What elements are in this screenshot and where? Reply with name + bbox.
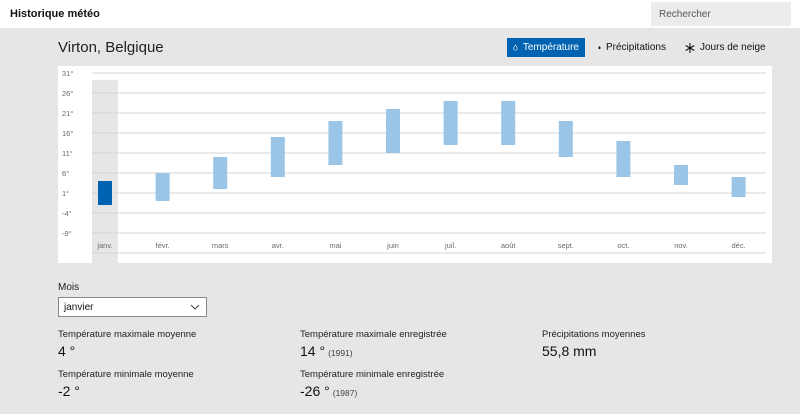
temperature-range-bar [155, 173, 170, 201]
x-tick-label: juil. [444, 241, 456, 250]
stat-value: 14 ° [300, 343, 326, 359]
tab-label: Précipitations [605, 42, 666, 53]
stat-record-min: Température minimale enregistrée -26 ° (1… [300, 369, 444, 399]
tab-label: Température [522, 42, 579, 53]
x-tick-label: nov. [674, 241, 688, 250]
x-tick-label: oct. [617, 241, 629, 250]
chart-svg: 31° 26° 21° 16° 11° 6° 1° -4° -9° janv. févr. mars a… [62, 69, 766, 263]
y-tick-label: 26° [62, 89, 73, 98]
y-tick-label: 1° [62, 189, 69, 198]
stat-avg-max: Température maximale moyenne 4 ° [58, 329, 196, 359]
stat-label: Température maximale enregistrée [300, 329, 447, 340]
temperature-range-bar [731, 177, 746, 197]
y-tick-label: 11° [62, 149, 73, 158]
tab-snow-days[interactable]: Jours de neige [679, 38, 775, 57]
y-tick-label: 31° [62, 69, 73, 78]
stat-value: -2 ° [58, 383, 80, 399]
stat-value: 55,8 mm [542, 343, 597, 359]
stat-label: Précipitations moyennes [542, 329, 646, 340]
tab-precipitations[interactable]: Précipitations [592, 38, 672, 57]
temperature-range-bar [674, 165, 688, 185]
tab-label: Jours de neige [700, 42, 766, 53]
stat-year: (1987) [332, 388, 358, 398]
stat-value: -26 ° [300, 383, 330, 399]
snowflake-icon [685, 42, 695, 53]
chevron-down-icon [190, 304, 200, 310]
temperature-range-bar [443, 101, 458, 145]
y-tick-label: -4° [62, 209, 72, 218]
title-bar: Historique météo [0, 0, 800, 28]
stat-label: Température minimale enregistrée [300, 369, 445, 380]
temperature-icon [513, 44, 518, 51]
temperature-range-bar [328, 121, 343, 165]
tab-temperature[interactable]: Température [507, 38, 585, 57]
stat-precipitation: Précipitations moyennes 55,8 mm [542, 329, 646, 359]
stat-record-max: Température maximale enregistrée 14 ° (19… [300, 329, 447, 359]
temperature-range-bar [616, 141, 631, 177]
selected-month-column [92, 80, 118, 263]
y-tick-label: 21° [62, 109, 73, 118]
stat-label: Température minimale moyenne [58, 369, 194, 380]
x-tick-label: août [501, 241, 517, 250]
x-tick-label: janv. [96, 241, 112, 250]
y-tick-label: -9° [62, 229, 72, 238]
x-tick-label: sept. [558, 241, 574, 250]
y-tick-label: 6° [62, 169, 69, 178]
temperature-range-bar [213, 157, 228, 189]
app-title: Historique météo [10, 8, 100, 20]
month-select[interactable]: janvier [58, 297, 207, 317]
stat-label: Température maximale moyenne [58, 329, 197, 340]
x-tick-label: févr. [156, 241, 170, 250]
search-input[interactable] [651, 2, 791, 26]
temperature-chart: 31° 26° 21° 16° 11° 6° 1° -4° -9° janv. févr. mars a… [58, 66, 772, 263]
stat-year: (1991) [328, 348, 353, 358]
stat-avg-min: Température minimale moyenne -2 ° [58, 369, 194, 399]
temperature-range-bar [270, 137, 285, 177]
precipitation-icon [598, 46, 601, 50]
stat-value: 4 ° [58, 343, 76, 359]
temperature-range-bar [558, 121, 573, 157]
x-tick-label: avr. [272, 241, 284, 250]
month-select-value: janvier [64, 301, 94, 313]
page-title: Virton, Belgique [58, 39, 164, 56]
x-tick-label: mai [329, 241, 341, 250]
x-tick-label: déc. [732, 241, 746, 250]
y-tick-label: 16° [62, 129, 73, 138]
temperature-range-bar [98, 181, 112, 205]
x-tick-label: mars [212, 241, 229, 250]
x-tick-label: juin [386, 241, 399, 250]
month-label: Mois [58, 282, 80, 293]
temperature-range-bar [386, 109, 400, 153]
temperature-range-bar [501, 101, 516, 145]
